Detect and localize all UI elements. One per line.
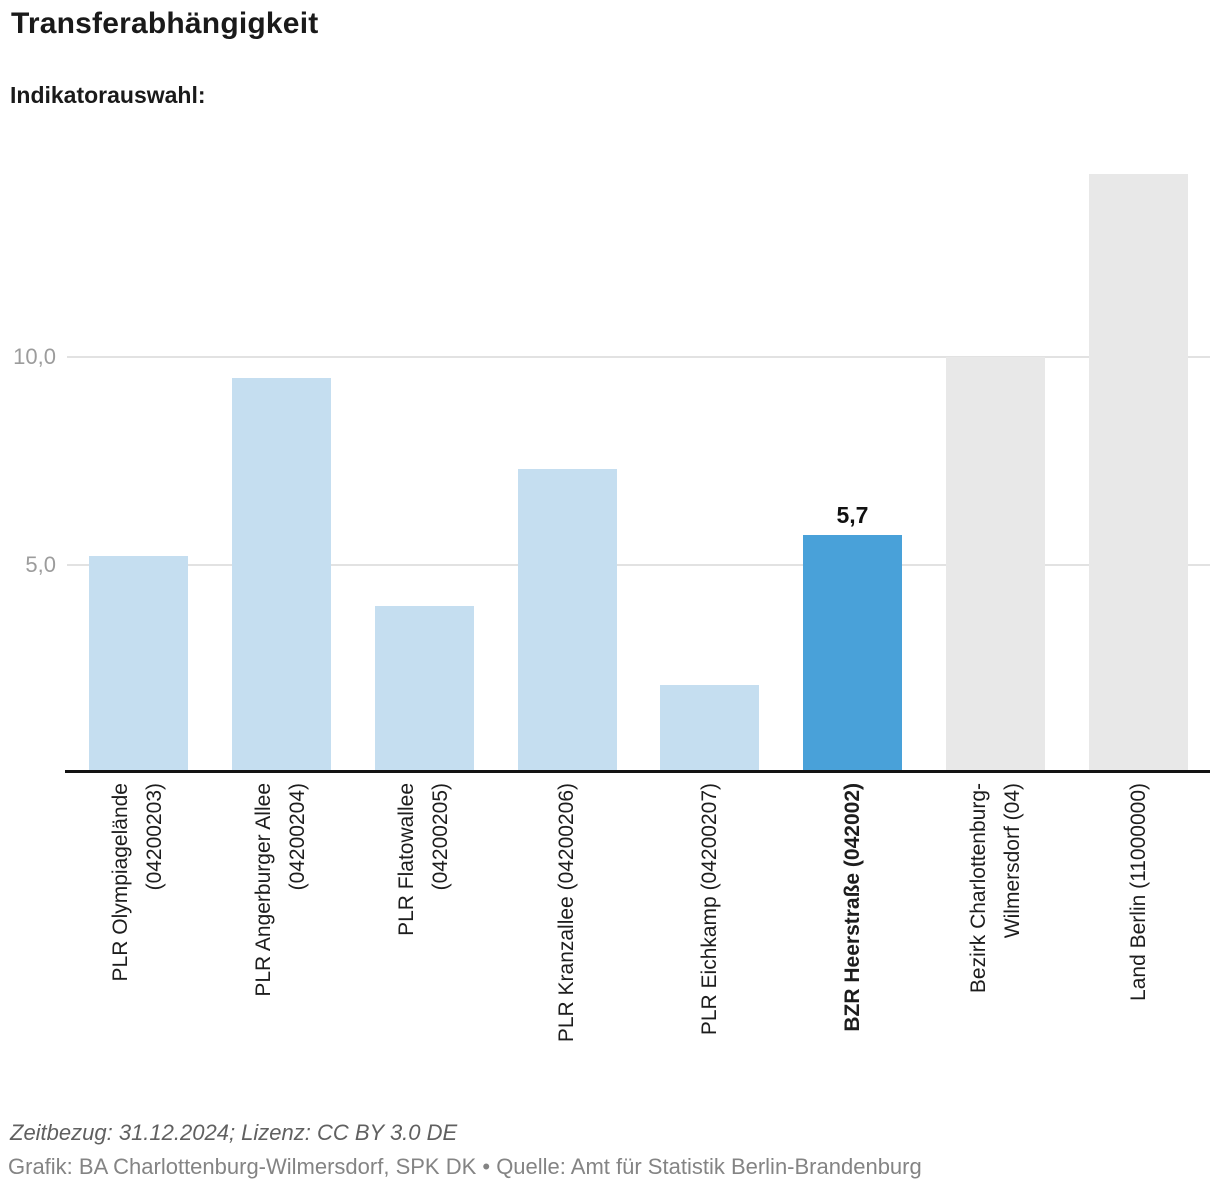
x-axis-label-bzr-heerstrasse: BZR Heerstraße (042002) [841, 783, 864, 1032]
indicator-select-label: Indikatorauswahl: [10, 82, 206, 108]
x-axis-label-bezirk-charlottenburg-wilmersdorf: Bezirk Charlottenburg- Wilmersdorf (04) [967, 783, 1024, 994]
bar-value-label: 5,7 [836, 502, 869, 528]
x-axis-label-plr-kranzallee: PLR Kranzallee (04200206) [555, 783, 578, 1043]
x-axis-line [65, 770, 1210, 773]
x-axis-label-land-berlin: Land Berlin (11000000) [1127, 783, 1150, 1001]
gridline-10 [67, 356, 1210, 358]
page-title: Transferabhängigkeit [11, 7, 319, 40]
bar-plr-angerburger-allee[interactable] [232, 378, 331, 772]
bar-land-berlin[interactable] [1089, 174, 1188, 772]
bar-bezirk-charlottenburg-wilmersdorf[interactable] [946, 357, 1045, 772]
x-axis-label-plr-eichkamp: PLR Eichkamp (04200207) [698, 783, 721, 1036]
bar-plr-kranzallee[interactable] [518, 469, 617, 772]
gridline-5 [67, 564, 1210, 566]
bar-plr-olympiagelaende[interactable] [89, 556, 188, 772]
bar-plr-flatowallee[interactable] [375, 606, 474, 772]
y-tick-label-10: 10,0 [13, 344, 56, 369]
footer-credit-source: Grafik: BA Charlottenburg-Wilmersdorf, S… [8, 1154, 922, 1179]
bar-plr-eichkamp[interactable] [660, 685, 759, 772]
footer-timeref-license: Zeitbezug: 31.12.2024; Lizenz: CC BY 3.0… [10, 1120, 458, 1145]
bar-bzr-heerstrasse[interactable] [803, 535, 902, 772]
y-tick-label-5: 5,0 [25, 552, 56, 577]
